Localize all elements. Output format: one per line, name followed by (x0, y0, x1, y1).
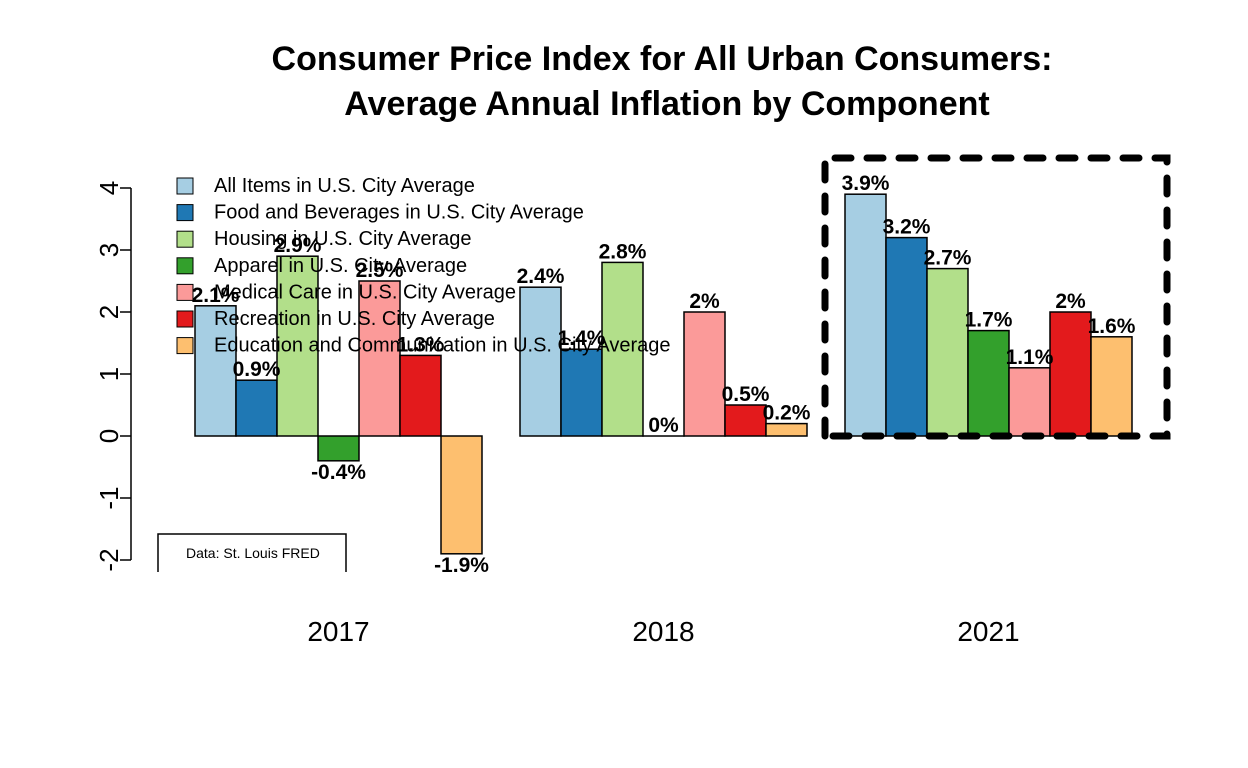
category-label: 2018 (632, 616, 694, 647)
bar (1008, 367, 1051, 437)
source-note-box: Data: St. Louis FRED (157, 533, 347, 572)
bar-value-label: 0% (648, 414, 679, 437)
legend-entry: Food and Beverages in U.S. City Average (214, 202, 584, 224)
y-tick-label: 0 (94, 429, 124, 443)
bar-value-label: 2% (689, 290, 720, 313)
y-tick-label: 3 (94, 243, 124, 257)
bar (235, 379, 278, 437)
legend-swatch (176, 283, 194, 301)
bar (765, 422, 808, 437)
bar-value-label: -1.9% (434, 554, 489, 577)
bar-value-label: 3.2% (883, 216, 931, 239)
legend-entry: Apparel in U.S. City Average (214, 255, 467, 277)
category-label: 2017 (307, 616, 369, 647)
bars-group (194, 193, 1133, 555)
y-tick-label: 2 (94, 305, 124, 319)
bar (560, 348, 603, 437)
legend-swatch (176, 257, 194, 275)
legend: All Items in U.S. City Average Food and B… (176, 175, 671, 357)
bar-value-label: 3.9% (842, 172, 890, 195)
source-note: Data: St. Louis FRED (186, 545, 320, 561)
y-tick-label: -1 (94, 486, 124, 509)
bar (601, 261, 644, 437)
legend-swatch (176, 177, 194, 195)
legend-entry: Recreation in U.S. City Average (214, 308, 495, 330)
bar (967, 329, 1010, 437)
bar (317, 435, 360, 462)
y-tick-label: -2 (94, 548, 124, 571)
bar-value-label: 2.1% (192, 284, 240, 307)
bar (194, 305, 237, 437)
bar-value-label: 1.4% (558, 327, 606, 350)
highlight-box (821, 154, 1171, 440)
legend-entry: Education and Communication in U.S. City… (214, 335, 671, 357)
category-labels: 2017 2018 2021 (307, 616, 1019, 647)
bar (440, 435, 483, 555)
legend-entry: All Items in U.S. City Average (214, 175, 475, 197)
chart-title: Consumer Price Index for All Urban Consu… (272, 40, 1053, 78)
bar-value-label: 1.6% (1088, 315, 1136, 338)
y-tick-label: 1 (94, 367, 124, 381)
bar-value-label: -0.4% (311, 461, 366, 484)
bar-value-label: 0.9% (233, 358, 281, 381)
bar (358, 280, 401, 437)
plot-area: All Items in U.S. City Average Food and B… (157, 154, 1171, 577)
bar (276, 255, 319, 437)
legend-swatch (176, 204, 194, 222)
bar (885, 236, 928, 437)
bar-value-label: 2.9% (274, 234, 322, 257)
legend-entry: Housing in U.S. City Average (214, 228, 472, 250)
bar (1049, 311, 1092, 437)
legend-swatch (176, 230, 194, 248)
bar (724, 404, 767, 437)
bar-value-label: 1.1% (1006, 346, 1054, 369)
bar-value-label: 2.5% (356, 259, 404, 282)
bar-value-label: 2.7% (924, 247, 972, 270)
bar-value-label: 1.7% (965, 309, 1013, 332)
bar (844, 193, 887, 437)
highlight-group (821, 154, 1171, 440)
bar (926, 267, 969, 437)
bar (399, 354, 442, 437)
category-label: 2021 (957, 616, 1019, 647)
bar-value-label: 0.5% (722, 383, 770, 406)
bar-value-label: 2.4% (517, 265, 565, 288)
source-note-frame (157, 533, 347, 572)
bar (1090, 336, 1133, 437)
bar-value-label: 1.3% (397, 333, 445, 356)
bar-value-label: 2% (1055, 290, 1086, 313)
bar-value-label: 2.8% (599, 240, 647, 263)
bar-value-label: 0.2% (763, 402, 811, 425)
legend-swatch (176, 310, 194, 328)
bar (519, 286, 562, 437)
legend-swatch (176, 337, 194, 355)
legend-entry: Medical Care in U.S. City Average (214, 281, 516, 303)
bar-labels-group: 2.1% 0.9% 2.9% -0.4% 2.5% 1.3% -1.9% 2.4% 1.4% 2.… (192, 172, 1136, 577)
y-axis: -2 -1 0 1 2 3 4 (94, 181, 132, 572)
y-tick-label: 4 (94, 181, 124, 195)
chart-subtitle: Average Annual Inflation by Component (344, 85, 989, 123)
bar (683, 311, 726, 437)
